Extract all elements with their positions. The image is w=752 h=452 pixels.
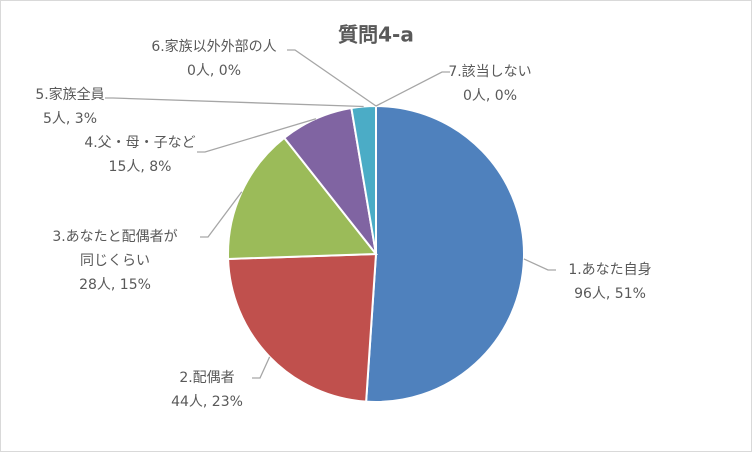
category-label: 3.あなたと配偶者が同じくらい: [52, 229, 177, 269]
value-label: 96人, 51%: [574, 286, 646, 302]
pie-slice: [227, 252, 378, 403]
category-label: 6.家族以外外部の人: [151, 38, 276, 55]
value-label: 0人, 0%: [187, 63, 241, 79]
pie-slice: [365, 104, 526, 403]
category-label: 4.父・母・子など: [84, 135, 195, 151]
leader-line: [252, 356, 271, 379]
category-label: 2.配偶者: [179, 370, 234, 386]
chart-title: 質問4-a: [338, 23, 414, 47]
leader-line: [287, 49, 377, 107]
leader-line: [105, 97, 364, 108]
category-label: 7.該当しない: [448, 64, 531, 80]
leader-line: [197, 118, 317, 153]
leader-line: [375, 71, 450, 107]
value-label: 5人, 3%: [43, 111, 97, 127]
value-label: 28人, 15%: [79, 277, 151, 293]
value-label: 0人, 0%: [463, 88, 517, 104]
value-label: 15人, 8%: [109, 159, 172, 175]
value-label: 44人, 23%: [171, 394, 243, 410]
leader-line: [200, 191, 243, 238]
category-label: 1.あなた自身: [568, 262, 651, 278]
leader-line: [523, 258, 556, 271]
category-label: 5.家族全員: [35, 86, 104, 103]
pie-slice: [227, 136, 379, 260]
